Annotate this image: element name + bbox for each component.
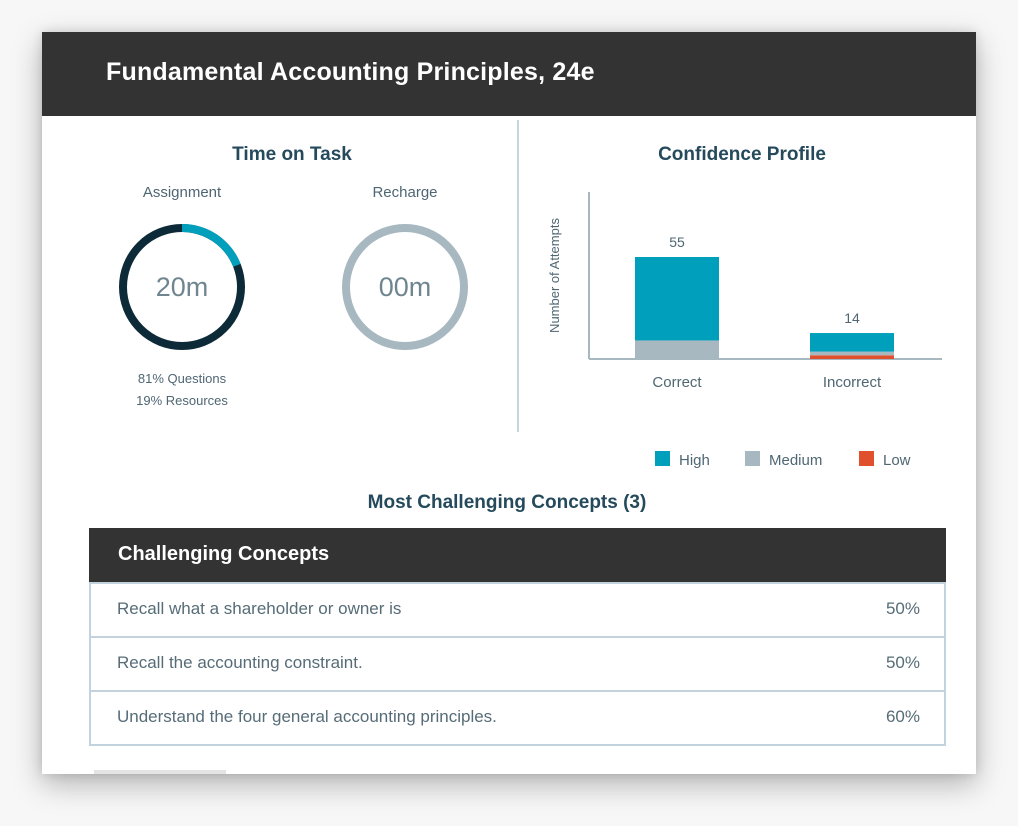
assignment-ring-resources-arc <box>119 224 245 350</box>
scroll-indicator <box>94 770 226 774</box>
time-on-task-title: Time on Task <box>232 144 352 165</box>
concept-percent: 50% <box>885 653 920 672</box>
concept-text: Recall what a shareholder or owner is <box>117 599 402 618</box>
bar-total-label: 14 <box>844 310 860 326</box>
recharge-ring-graphic <box>342 224 468 350</box>
assignment-time-value: 20m <box>155 272 209 302</box>
concept-percent: 60% <box>885 707 920 726</box>
table-header: Challenging Concepts <box>89 528 946 582</box>
table-row: Recall the accounting constraint. 50% <box>91 636 944 690</box>
course-title: Fundamental Accounting Principles, 24e <box>106 58 595 86</box>
table-header-label: Challenging Concepts <box>118 543 330 565</box>
x-tick-label: Correct <box>652 374 702 391</box>
report-card: Fundamental Accounting Principles, 24e T… <box>42 32 976 774</box>
challenging-concepts-title: Most Challenging Concepts (3) <box>367 492 647 513</box>
concept-percent: 50% <box>885 599 920 618</box>
bar-correct-medium <box>635 340 719 359</box>
recharge-ring-track <box>342 224 468 350</box>
recharge-time-value: 00m <box>378 272 432 302</box>
legend-label-medium: Medium <box>769 452 822 469</box>
bar-incorrect-high <box>810 333 894 352</box>
table-row: Recall what a shareholder or owner is 50… <box>91 582 944 636</box>
concept-text: Understand the four general accounting p… <box>117 707 497 726</box>
legend-label-low: Low <box>883 452 911 469</box>
concept-text: Recall the accounting constraint. <box>117 653 363 672</box>
confidence-profile-title: Confidence Profile <box>658 144 826 165</box>
bar-incorrect-medium <box>810 351 894 356</box>
section-divider <box>517 120 519 432</box>
assignment-time-ring: 20m <box>117 222 247 352</box>
challenging-concepts-table: Challenging Concepts Recall what a share… <box>89 528 946 746</box>
bar-total-label: 55 <box>669 234 685 250</box>
confidence-profile-chart: Number of Attempts 55 Correct 14 Incorrect Hi… <box>547 192 942 469</box>
assignment-label: Assignment <box>142 184 222 201</box>
recharge-label: Recharge <box>372 184 438 201</box>
legend-label-high: High <box>679 452 710 469</box>
resources-percent-text: 19% Resources <box>136 393 228 408</box>
bar-incorrect-low <box>810 355 894 359</box>
table-row: Understand the four general accounting p… <box>91 690 944 744</box>
card-header: Fundamental Accounting Principles, 24e <box>42 32 976 116</box>
questions-percent-text: 81% Questions <box>137 371 227 386</box>
legend-swatch-low <box>859 451 874 466</box>
recharge-time-ring: 00m <box>340 222 470 352</box>
bar-correct-high <box>635 257 719 341</box>
x-tick-label: Incorrect <box>823 374 882 391</box>
y-axis-label: Number of Attempts <box>547 218 562 333</box>
legend-swatch-high <box>655 451 670 466</box>
legend-swatch-medium <box>745 451 760 466</box>
assignment-ring-graphic <box>119 224 245 350</box>
